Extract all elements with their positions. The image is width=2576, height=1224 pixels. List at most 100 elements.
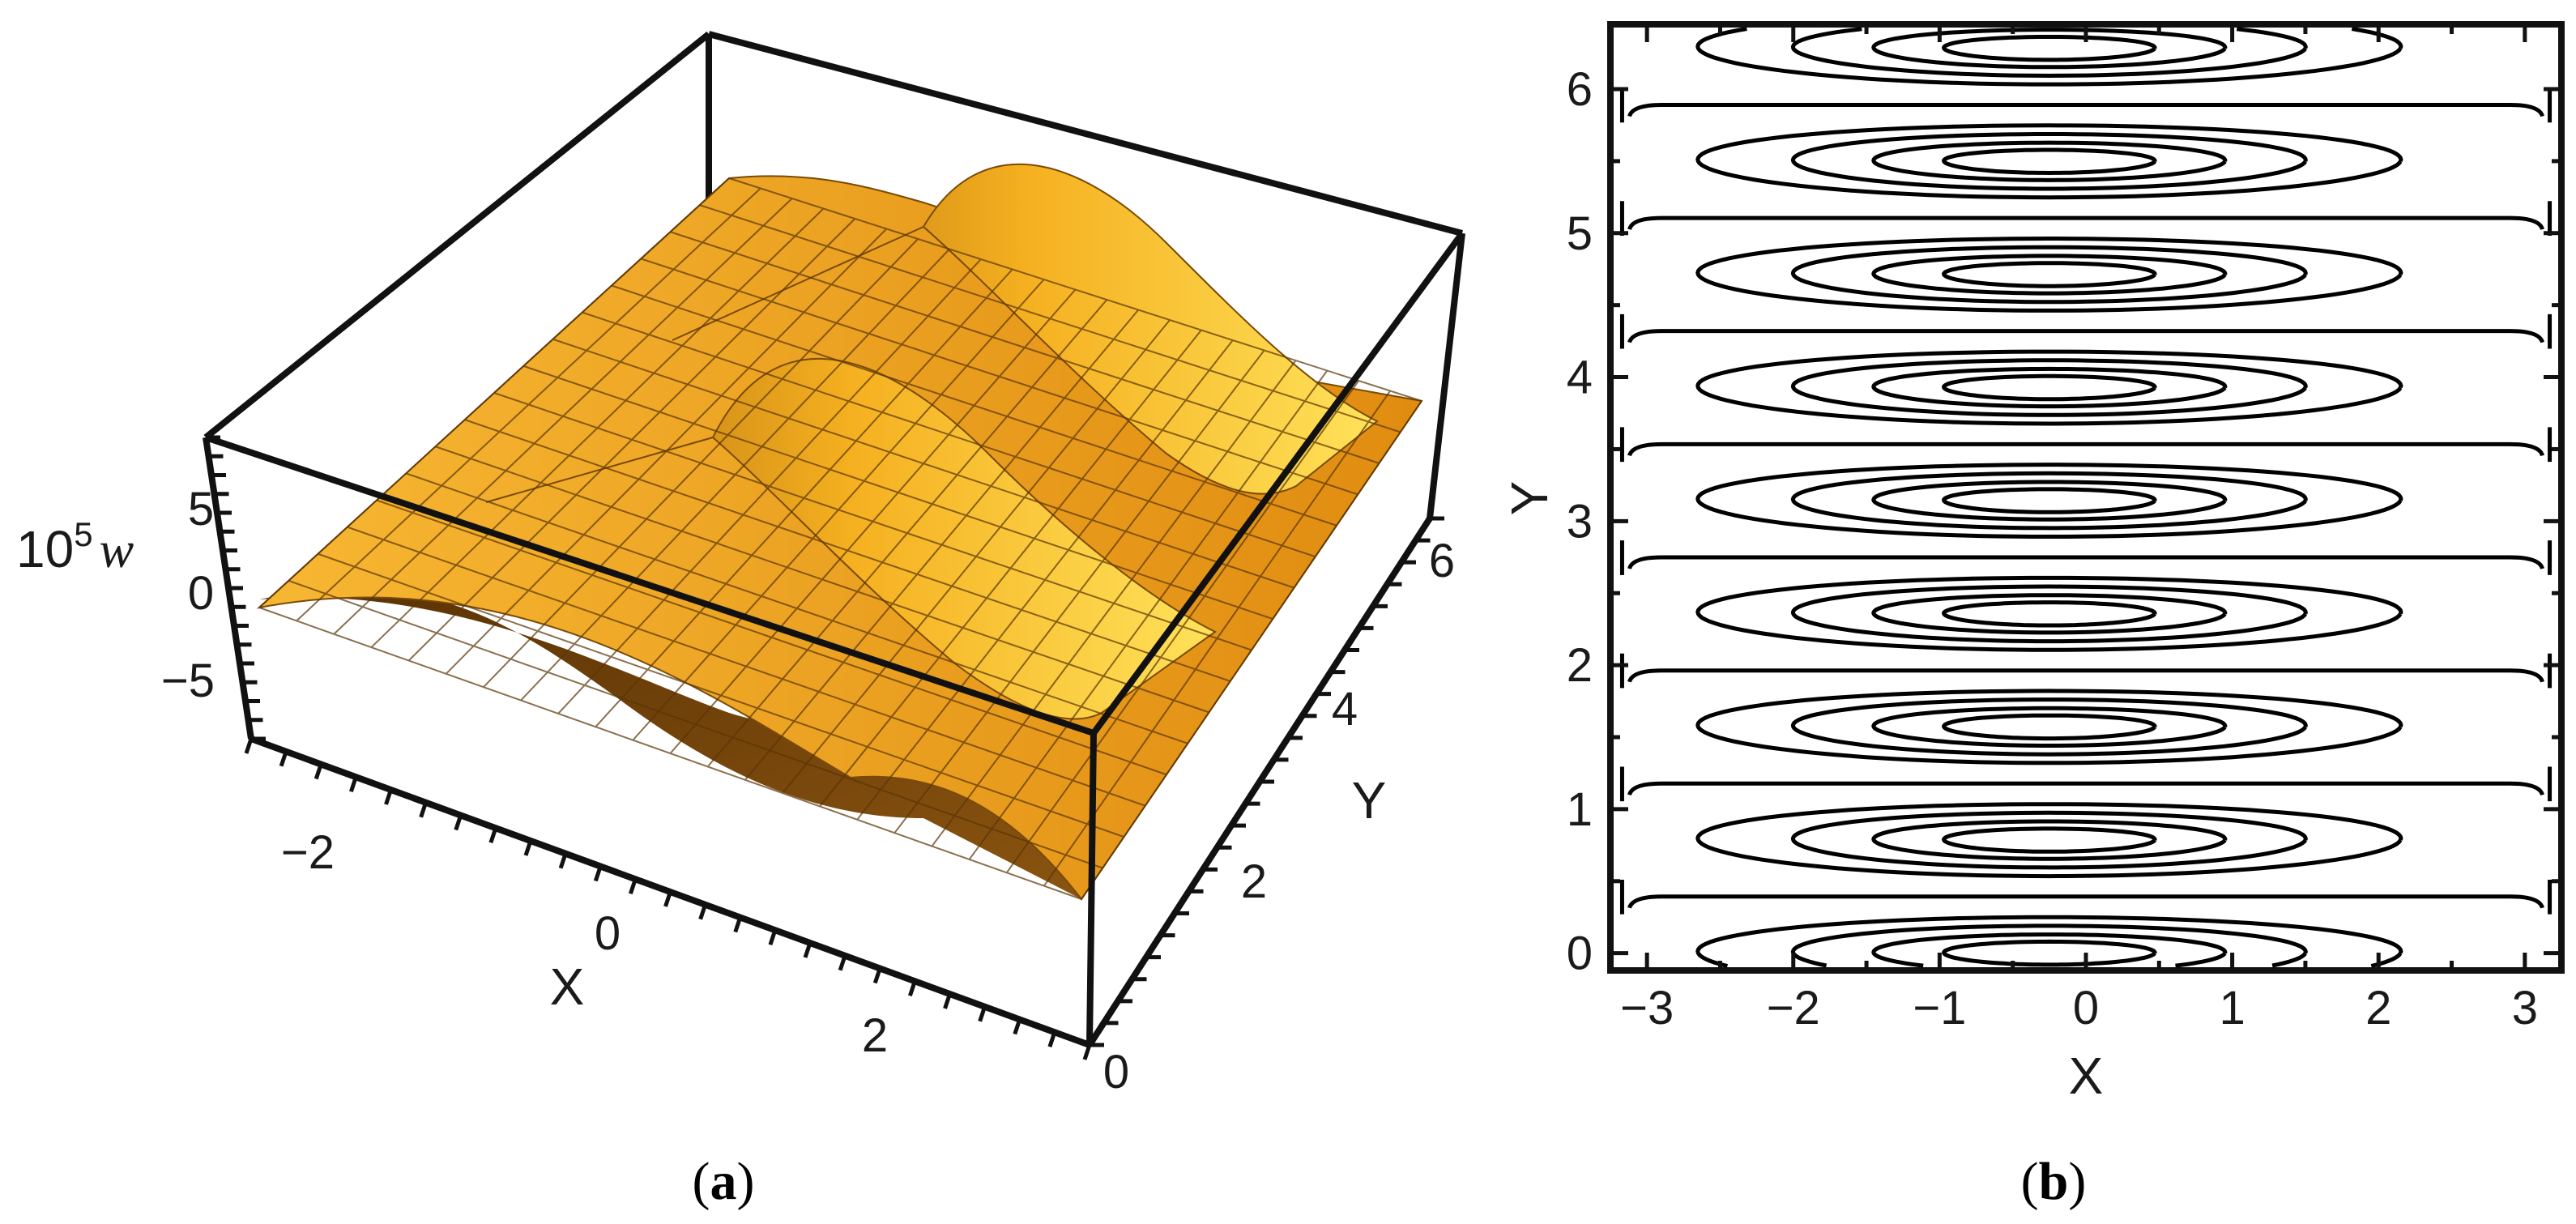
axis-tick — [1082, 1044, 1092, 1060]
contour-ring — [1790, 810, 2308, 870]
contour-ring — [1790, 358, 2308, 417]
contour-x-tick-label: 2 — [2365, 982, 2391, 1034]
surface-mesh — [258, 177, 1422, 900]
x-tick-label: −2 — [281, 826, 335, 879]
contour-y-tick-label: 6 — [1567, 63, 1593, 116]
z-axis-label-var: w — [100, 521, 134, 578]
mesh-line — [258, 607, 1082, 900]
y-tick-label: 2 — [1241, 855, 1267, 908]
mesh-line — [522, 365, 1273, 621]
mesh-line — [582, 311, 1316, 558]
contour-ring — [1942, 939, 2157, 967]
contour-ring — [1871, 706, 2228, 748]
contour-ring — [1790, 584, 2308, 644]
contour-ring — [1941, 147, 2157, 176]
axis-tick — [629, 878, 638, 895]
axis-tick — [872, 967, 882, 984]
contour-ring — [1871, 254, 2228, 296]
caption-b: (b) — [2021, 1152, 2087, 1211]
axis-tick — [733, 916, 743, 933]
z-axis-label-base: 10 — [16, 520, 74, 578]
axis-tick — [943, 993, 952, 1009]
axis-tick — [978, 1005, 987, 1022]
contour-x-tick-label: 0 — [2073, 982, 2099, 1034]
contour-ring — [1695, 463, 2403, 539]
contour-x-tick-label: −2 — [1767, 982, 1820, 1034]
contour-ring — [1871, 932, 2228, 968]
contour-ring — [1942, 600, 2157, 628]
contour-plot-panel: −3 −2 −1 0 1 2 3 0 1 2 3 4 5 6 X Y (b) — [1500, 21, 2565, 1211]
surface-axis-ticks — [206, 435, 1444, 1060]
separatrix-line — [1627, 781, 2544, 796]
mesh-line — [288, 579, 1103, 869]
contour-ring — [1942, 826, 2157, 854]
separatrix-line — [1627, 441, 2544, 457]
mesh-line — [611, 284, 1337, 527]
contour-ring — [1942, 713, 2157, 741]
axis-tick — [663, 891, 672, 907]
contour-x-tick-label: 3 — [2512, 982, 2538, 1034]
contour-ring — [1790, 923, 2308, 968]
contour-ring — [1695, 123, 2403, 200]
mesh-line — [728, 177, 1422, 402]
mesh-line — [376, 499, 1167, 776]
surface-ridge-back — [672, 163, 1379, 495]
contour-y-tick-label: 4 — [1567, 352, 1593, 404]
contour-x-tick-label: −3 — [1620, 982, 1674, 1034]
y-tick-label: 0 — [1103, 1046, 1129, 1098]
mesh-line — [670, 231, 1380, 464]
contour-y-tick-label: 2 — [1567, 639, 1593, 692]
z-axis-label-exponent: 5 — [74, 515, 92, 553]
contour-x-axis-label: X — [2069, 1047, 2104, 1105]
contour-ring — [1695, 802, 2403, 879]
contour-ring — [1871, 28, 2228, 70]
axis-tick — [1047, 1031, 1057, 1048]
caption-a-letter: a — [710, 1152, 737, 1211]
surface-ridge-front — [485, 357, 1217, 720]
mesh-line — [464, 419, 1231, 682]
axis-tick — [593, 865, 603, 882]
axis-tick — [313, 763, 323, 780]
contour-ring — [1695, 689, 2403, 766]
axis-tick — [698, 903, 707, 920]
mesh-line — [552, 338, 1294, 589]
mesh-line — [318, 552, 1124, 838]
axis-tick — [384, 789, 393, 805]
contour-ring — [1942, 261, 2157, 288]
contour-lines — [1619, 27, 2553, 969]
contour-y-tick-label: 1 — [1567, 783, 1593, 836]
x-tick-label: 2 — [862, 1009, 888, 1062]
axis-tick — [768, 929, 778, 946]
separatrix-line — [1627, 668, 2544, 683]
x-axis-label: X — [550, 957, 585, 1016]
axis-tick — [488, 827, 498, 844]
separatrix-line — [1627, 555, 2544, 569]
z-tick-label: 5 — [188, 483, 214, 535]
contour-tick-labels: −3 −2 −1 0 1 2 3 0 1 2 3 4 5 6 — [1567, 63, 2538, 1034]
axis-tick — [838, 954, 847, 971]
contour-y-tick-label: 5 — [1567, 207, 1593, 260]
axis-tick — [279, 750, 288, 767]
mesh-line — [640, 258, 1358, 496]
contour-ring — [1942, 373, 2157, 402]
axis-tick — [244, 738, 254, 754]
axis-tick — [803, 942, 812, 958]
caption-a: (a) — [693, 1152, 755, 1211]
contour-ring — [1790, 27, 2308, 79]
separatrix-line — [1627, 894, 2544, 909]
contour-x-tick-label: −1 — [1913, 982, 1966, 1034]
contour-x-tick-label: 1 — [2219, 982, 2245, 1034]
contour-y-tick-label: 0 — [1567, 928, 1593, 980]
axis-tick — [523, 840, 533, 856]
mesh-line — [493, 392, 1252, 651]
contour-ring — [1695, 236, 2403, 313]
mesh-line — [435, 446, 1209, 714]
contour-ring — [1942, 35, 2157, 62]
contour-ring — [1790, 132, 2308, 191]
contour-ring — [1695, 575, 2403, 652]
mesh-line — [405, 472, 1188, 744]
axis-tick — [1013, 1018, 1022, 1035]
contour-ring — [1871, 140, 2228, 182]
contour-ring — [1695, 27, 2403, 87]
contour-y-axis-label: Y — [1500, 481, 1559, 516]
